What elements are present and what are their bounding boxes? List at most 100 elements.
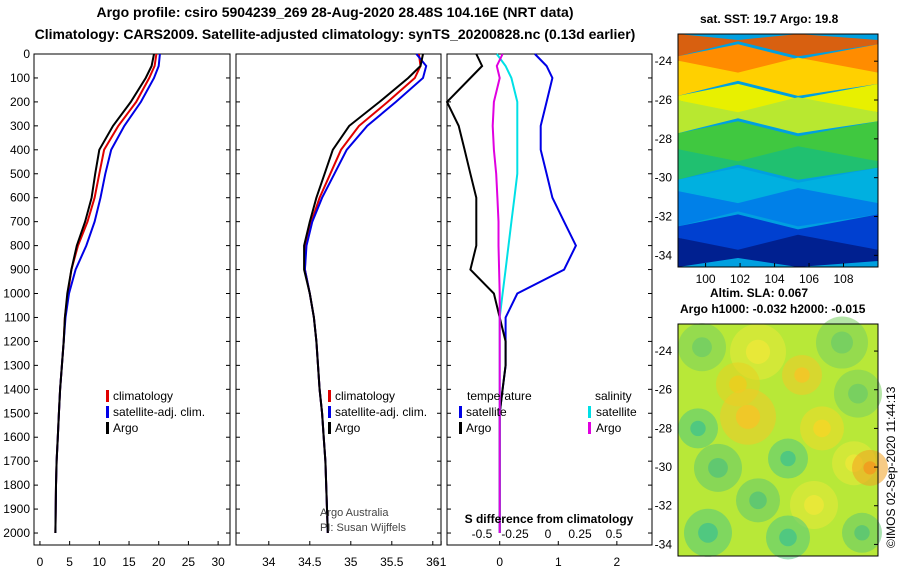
depth-tick-label: 1000 xyxy=(3,287,30,301)
difference-upper-tick-label: -0.5 xyxy=(472,527,493,541)
legend-label: Argo xyxy=(466,421,492,435)
legend-title-salinity: salinity xyxy=(595,389,632,403)
depth-tick-label: 200 xyxy=(10,95,30,109)
legend-label: Argo xyxy=(335,421,361,435)
credit-argo-australia: Argo Australia xyxy=(320,507,389,519)
sla-lat-tick-label: -34 xyxy=(655,537,673,551)
chart-title: Argo profile: csiro 5904239_269 28-Aug-2… xyxy=(96,4,574,20)
legend-swatch xyxy=(588,406,591,418)
sla-anomaly-core xyxy=(863,461,877,475)
sla-anomaly-core xyxy=(735,404,761,429)
sla-anomaly-core xyxy=(794,367,810,383)
legend-swatch xyxy=(459,422,462,434)
sst-lat-tick-label: -32 xyxy=(655,210,673,224)
legend-label: satellite xyxy=(466,405,507,419)
series-line-argo xyxy=(54,53,155,534)
sst-color-band xyxy=(678,234,878,267)
sla-anomaly-core xyxy=(804,495,824,515)
legend-swatch xyxy=(328,390,331,402)
series-line-satellite-adj-clim- xyxy=(54,53,161,534)
legend-label: satellite-adj. clim. xyxy=(113,405,205,419)
difference-lower-tick-label: 0 xyxy=(496,555,503,569)
sst-color-band xyxy=(678,167,878,207)
sst-lon-tick-label: 108 xyxy=(834,272,854,286)
legend-swatch xyxy=(106,406,109,418)
sst-map-title: sat. SST: 19.7 Argo: 19.8 xyxy=(700,12,839,26)
legend-swatch xyxy=(459,406,462,418)
legend-label: Argo xyxy=(113,421,139,435)
sst-lat-tick-label: -26 xyxy=(655,93,673,107)
sst-color-band xyxy=(678,34,878,57)
sla-map-frame xyxy=(677,323,879,557)
difference-plot-frame xyxy=(446,53,653,546)
sla-anomaly-core xyxy=(745,339,771,364)
depth-tick-label: 700 xyxy=(10,215,30,229)
sla-map-subtitle: Argo h1000: -0.032 h2000: -0.015 xyxy=(680,302,866,316)
sla-anomaly-core xyxy=(780,450,796,467)
temperature-x-tick-label: 10 xyxy=(93,555,107,569)
depth-tick-label: 1800 xyxy=(3,478,30,492)
sst-lat-tick-label: -34 xyxy=(655,248,673,262)
sla-anomaly-core xyxy=(813,419,831,438)
legend-swatch xyxy=(106,422,109,434)
imos-timestamp: ©IMOS 02-Sep-2020 11:44:13 xyxy=(884,386,898,548)
depth-tick-label: 600 xyxy=(10,191,30,205)
difference-upper-tick-label: -0.25 xyxy=(501,527,529,541)
difference-xlabel: S difference from climatology xyxy=(465,512,634,526)
series-line-climatology xyxy=(54,53,158,534)
sst-color-band xyxy=(678,97,878,134)
temperature-x-tick-label: 15 xyxy=(122,555,136,569)
sst-color-band xyxy=(678,188,878,227)
sst-color-band xyxy=(678,214,878,253)
salinity-x-tick-label: 36 xyxy=(426,555,440,569)
sla-anomaly-core xyxy=(749,491,767,510)
sla-map-title: Altim. SLA: 0.067 xyxy=(710,286,809,300)
legend-label: climatology xyxy=(335,389,395,403)
sla-anomaly-core xyxy=(854,525,870,541)
sst-lat-tick-label: -24 xyxy=(655,54,673,68)
sla-anomaly-core xyxy=(848,383,868,404)
sla-lat-tick-label: -28 xyxy=(655,421,673,435)
depth-tick-label: 1500 xyxy=(3,406,30,420)
sla-anomaly-core xyxy=(690,420,706,437)
difference-lower-tick-label: 2 xyxy=(614,555,621,569)
salinity-x-tick-label: 34.5 xyxy=(298,555,322,569)
depth-tick-label: 1600 xyxy=(3,430,30,444)
legend-swatch xyxy=(588,422,591,434)
sst-color-band xyxy=(678,44,878,76)
sla-anomaly-core xyxy=(831,331,853,354)
depth-tick-label: 1200 xyxy=(3,334,30,348)
series-line-temperature-satellite xyxy=(498,53,578,533)
sla-anomaly-core xyxy=(729,375,747,394)
depth-tick-label: 1900 xyxy=(3,502,30,516)
temperature-x-tick-label: 25 xyxy=(182,555,196,569)
sst-lon-tick-label: 100 xyxy=(696,272,716,286)
depth-tick-label: 300 xyxy=(10,119,30,133)
temperature-x-tick-label: 0 xyxy=(37,555,44,569)
sst-color-band xyxy=(678,83,878,116)
sla-anomaly-core xyxy=(698,522,718,543)
sst-color-band xyxy=(678,57,878,96)
sst-lon-tick-label: 102 xyxy=(730,272,750,286)
credit-pi: PI: Susan Wijffels xyxy=(320,522,406,534)
salinity-x-tick-label: 35.5 xyxy=(380,555,404,569)
sla-lat-tick-label: -26 xyxy=(655,383,673,397)
depth-tick-label: 100 xyxy=(10,71,30,85)
legend-swatch xyxy=(328,406,331,418)
legend-label: satellite xyxy=(596,405,637,419)
legend-label: climatology xyxy=(113,389,173,403)
sst-map-frame xyxy=(677,33,879,268)
depth-tick-label: 500 xyxy=(10,167,30,181)
sst-lon-tick-label: 106 xyxy=(799,272,819,286)
difference-upper-tick-label: 0.5 xyxy=(606,527,623,541)
sst-lon-tick-label: 104 xyxy=(765,272,785,286)
sla-anomaly-core xyxy=(708,457,728,478)
legend-label: Argo xyxy=(596,421,622,435)
depth-tick-label: 1400 xyxy=(3,382,30,396)
depth-tick-label: 2000 xyxy=(3,526,30,540)
temperature-x-tick-label: 5 xyxy=(66,555,73,569)
salinity-plot-frame xyxy=(235,53,442,546)
chart-subtitle: Climatology: CARS2009. Satellite-adjuste… xyxy=(34,26,636,42)
legend-swatch xyxy=(106,390,109,402)
